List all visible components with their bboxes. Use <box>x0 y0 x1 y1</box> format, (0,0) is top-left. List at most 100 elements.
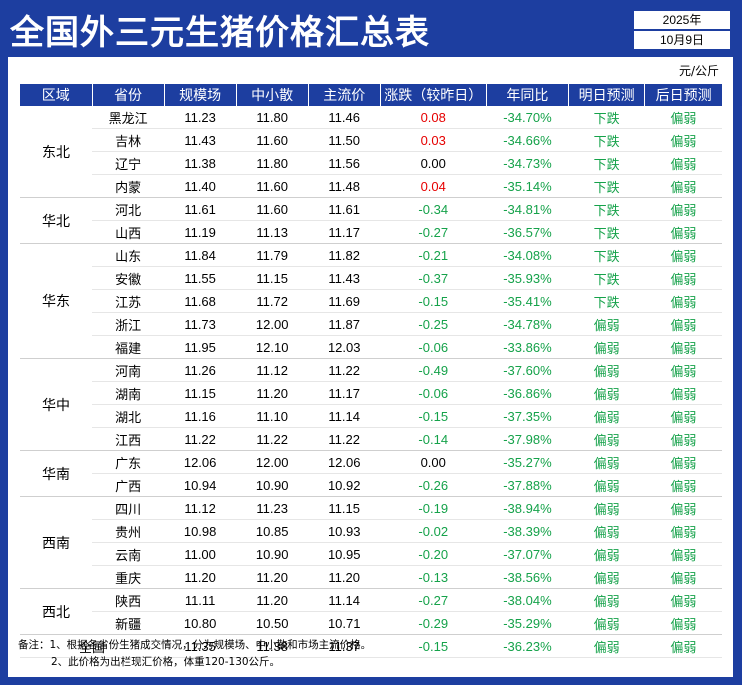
table-row: 新疆 10.80 10.50 10.71 -0.29 -35.29% 偏弱 偏弱 <box>20 611 722 635</box>
yoy-change: -35.41% <box>486 289 569 313</box>
yoy-change: -38.94% <box>486 496 569 520</box>
large-farm-price: 11.16 <box>164 404 237 428</box>
price-change: -0.34 <box>380 197 487 221</box>
price-change: -0.19 <box>380 496 487 520</box>
region-cell: 华北 <box>20 197 93 244</box>
price-change: -0.21 <box>380 243 487 267</box>
day-after-forecast: 偏弱 <box>644 197 722 221</box>
table-row: 湖北 11.16 11.10 11.14 -0.15 -37.35% 偏弱 偏弱 <box>20 404 722 428</box>
province-cell: 新疆 <box>92 611 165 635</box>
price-change: 0.03 <box>380 128 487 152</box>
province-cell: 浙江 <box>92 312 165 336</box>
large-farm-price: 11.23 <box>164 106 237 129</box>
province-cell: 山东 <box>92 243 165 267</box>
price-change: -0.15 <box>380 289 487 313</box>
col-header-region: 区域 <box>20 84 93 106</box>
yoy-change: -36.57% <box>486 220 569 244</box>
price-change: 0.00 <box>380 151 487 175</box>
small-farm-price: 11.12 <box>236 358 309 382</box>
small-farm-price: 11.60 <box>236 197 309 221</box>
province-cell: 重庆 <box>92 565 165 589</box>
tomorrow-forecast: 偏弱 <box>568 358 645 382</box>
region-cell: 西北 <box>20 588 93 635</box>
main-price: 11.17 <box>308 381 381 405</box>
yoy-change: -34.70% <box>486 106 569 129</box>
main-price: 11.87 <box>308 312 381 336</box>
day-after-forecast: 偏弱 <box>644 634 722 658</box>
tomorrow-forecast: 偏弱 <box>568 565 645 589</box>
province-cell: 湖北 <box>92 404 165 428</box>
main-price: 11.69 <box>308 289 381 313</box>
yoy-change: -37.88% <box>486 473 569 497</box>
region-cell: 华南 <box>20 450 93 497</box>
day-after-forecast: 偏弱 <box>644 427 722 451</box>
small-farm-price: 11.80 <box>236 151 309 175</box>
price-change: -0.02 <box>380 519 487 543</box>
large-farm-price: 11.40 <box>164 174 237 198</box>
province-cell: 湖南 <box>92 381 165 405</box>
region-cell: 华东 <box>20 243 93 359</box>
large-farm-price: 11.95 <box>164 335 237 359</box>
day-after-forecast: 偏弱 <box>644 220 722 244</box>
province-cell: 福建 <box>92 335 165 359</box>
yoy-change: -34.08% <box>486 243 569 267</box>
small-farm-price: 11.22 <box>236 427 309 451</box>
main-price: 10.95 <box>308 542 381 566</box>
large-farm-price: 10.98 <box>164 519 237 543</box>
day-after-forecast: 偏弱 <box>644 404 722 428</box>
day-after-forecast: 偏弱 <box>644 381 722 405</box>
day-after-forecast: 偏弱 <box>644 542 722 566</box>
tomorrow-forecast: 偏弱 <box>568 473 645 497</box>
yoy-change: -38.56% <box>486 565 569 589</box>
main-price: 11.14 <box>308 588 381 612</box>
col-header-change: 涨跌（较昨日） <box>379 84 487 106</box>
province-cell: 江苏 <box>92 289 165 313</box>
day-after-forecast: 偏弱 <box>644 519 722 543</box>
small-farm-price: 11.60 <box>236 174 309 198</box>
table-row: 西北 陕西 11.11 11.20 11.14 -0.27 -38.04% 偏弱 偏弱 <box>20 588 722 635</box>
table-row: 华北 河北 11.61 11.60 11.61 -0.34 -34.81% 下跌 偏弱 <box>20 197 722 244</box>
day-after-forecast: 偏弱 <box>644 565 722 589</box>
large-farm-price: 11.12 <box>164 496 237 520</box>
province-cell: 河南 <box>92 358 165 382</box>
main-price: 11.20 <box>308 565 381 589</box>
province-cell: 云南 <box>92 542 165 566</box>
large-farm-price: 11.26 <box>164 358 237 382</box>
table-row: 安徽 11.55 11.15 11.43 -0.37 -35.93% 下跌 偏弱 <box>20 266 722 290</box>
price-change: 0.04 <box>380 174 487 198</box>
day-after-forecast: 偏弱 <box>644 243 722 267</box>
note-1: 备注：1、根据各省份生猪成交情况，分为规模场、中小散和市场主流价格。 <box>18 639 372 651</box>
yoy-change: -35.29% <box>486 611 569 635</box>
province-cell: 黑龙江 <box>92 106 165 129</box>
small-farm-price: 11.20 <box>236 565 309 589</box>
day-after-forecast: 偏弱 <box>644 174 722 198</box>
province-cell: 广东 <box>92 450 165 474</box>
large-farm-price: 11.15 <box>164 381 237 405</box>
col-header-small-farm: 中小散 <box>235 84 309 106</box>
tomorrow-forecast: 偏弱 <box>568 542 645 566</box>
date-year: 2025年 <box>634 11 730 29</box>
large-farm-price: 11.73 <box>164 312 237 336</box>
small-farm-price: 11.15 <box>236 266 309 290</box>
table-row: 福建 11.95 12.10 12.03 -0.06 -33.86% 偏弱 偏弱 <box>20 335 722 359</box>
tomorrow-forecast: 偏弱 <box>568 496 645 520</box>
main-price: 11.82 <box>308 243 381 267</box>
tomorrow-forecast: 偏弱 <box>568 335 645 359</box>
main-price: 11.43 <box>308 266 381 290</box>
note-2: 2、此价格为出栏现汇价格，体重120-130公斤。 <box>51 656 281 668</box>
main-price: 11.61 <box>308 197 381 221</box>
price-change: -0.13 <box>380 565 487 589</box>
price-change: -0.06 <box>380 335 487 359</box>
price-change: -0.27 <box>380 588 487 612</box>
table-row: 湖南 11.15 11.20 11.17 -0.06 -36.86% 偏弱 偏弱 <box>20 381 722 405</box>
small-farm-price: 11.72 <box>236 289 309 313</box>
day-after-forecast: 偏弱 <box>644 128 722 152</box>
province-cell: 山西 <box>92 220 165 244</box>
small-farm-price: 10.85 <box>236 519 309 543</box>
large-farm-price: 11.38 <box>164 151 237 175</box>
day-after-forecast: 偏弱 <box>644 473 722 497</box>
table-row: 辽宁 11.38 11.80 11.56 0.00 -34.73% 下跌 偏弱 <box>20 151 722 175</box>
table-body: 东北 黑龙江 11.23 11.80 11.46 0.08 -34.70% 下跌 偏弱 吉林 11.… <box>20 106 722 658</box>
tomorrow-forecast: 偏弱 <box>568 312 645 336</box>
small-farm-price: 11.38 <box>236 634 309 658</box>
